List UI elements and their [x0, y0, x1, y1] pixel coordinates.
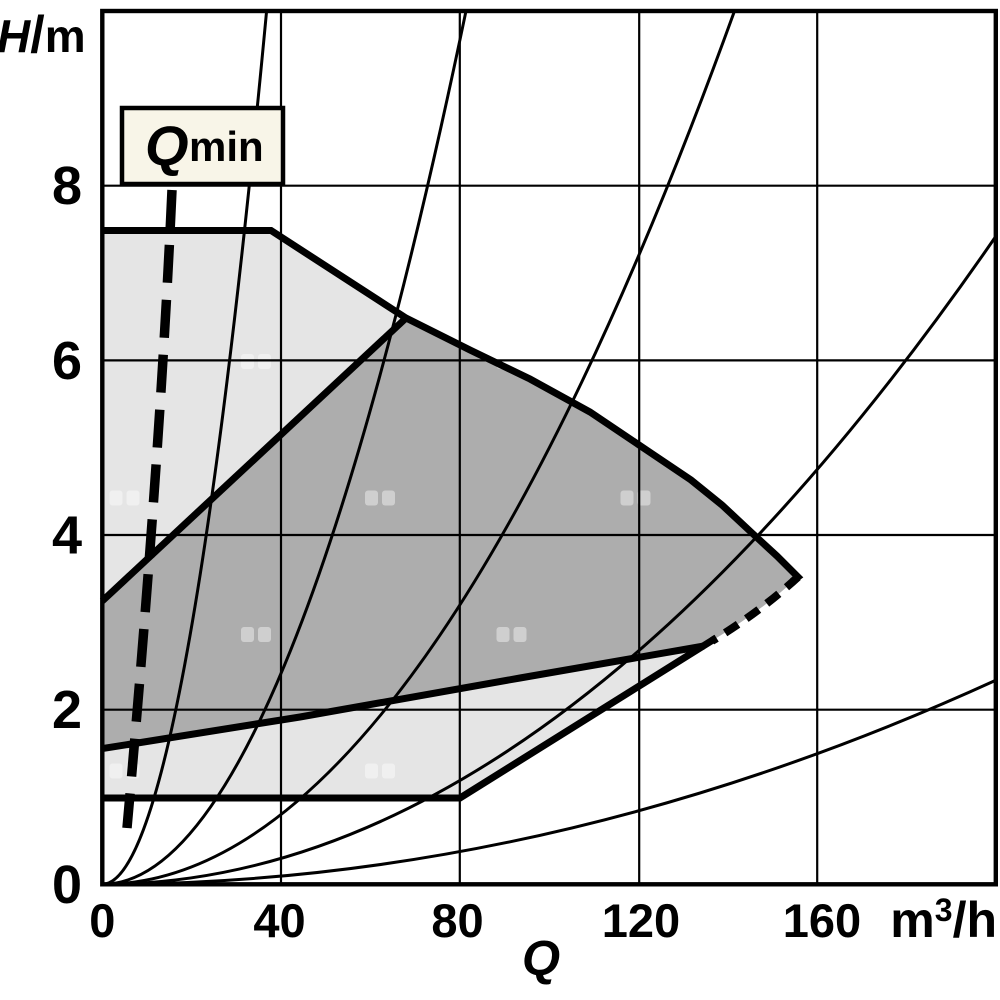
svg-text:Q: Q: [145, 114, 189, 177]
svg-text:120: 120: [602, 894, 680, 947]
svg-text:160: 160: [783, 894, 861, 947]
svg-text:8: 8: [52, 156, 82, 216]
svg-text:80: 80: [431, 894, 483, 947]
svg-text:H/m: H/m: [0, 6, 86, 64]
svg-text:min: min: [189, 123, 264, 170]
svg-text:0: 0: [52, 855, 82, 915]
svg-text:Q: Q: [522, 932, 560, 986]
svg-text:40: 40: [253, 894, 305, 947]
svg-text:6: 6: [52, 331, 82, 391]
svg-text:4: 4: [52, 506, 82, 566]
svg-text:2: 2: [52, 680, 82, 740]
svg-text:0: 0: [89, 894, 115, 947]
